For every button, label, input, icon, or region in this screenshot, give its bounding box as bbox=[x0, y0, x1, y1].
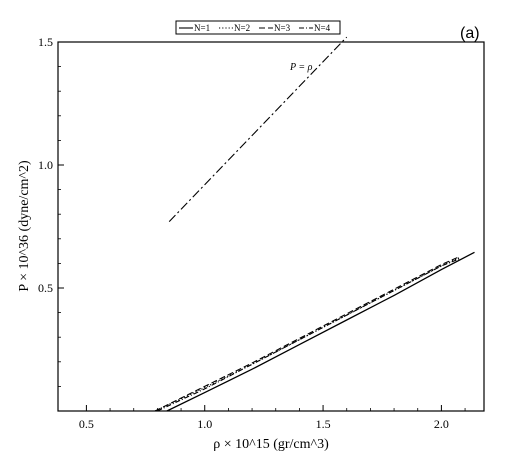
legend: N=1 N=2 N=3 N=4 bbox=[175, 20, 341, 35]
series-line-2 bbox=[154, 256, 461, 412]
series-line-1 bbox=[166, 251, 475, 412]
x-tick-label: 0.5 bbox=[79, 417, 94, 431]
x-tick-label: 2.0 bbox=[434, 417, 449, 431]
x-axis-title: ρ × 10^15 (gr/cm^3) bbox=[213, 437, 329, 452]
legend-box bbox=[175, 20, 341, 35]
x-tick-label: 1.0 bbox=[197, 417, 212, 431]
y-tick-label: 1.0 bbox=[38, 158, 53, 172]
legend-label-4: N=4 bbox=[314, 23, 331, 33]
legend-label-1: N=1 bbox=[194, 23, 210, 33]
x-axis-ticks: 0.5 1.0 1.5 2.0 bbox=[79, 405, 466, 431]
x-tick-label: 1.5 bbox=[316, 417, 331, 431]
series-line-5 bbox=[168, 36, 348, 222]
series-line-3 bbox=[154, 256, 459, 412]
legend-label-3: N=3 bbox=[274, 23, 291, 33]
legend-label-2: N=2 bbox=[234, 23, 250, 33]
series-line-4 bbox=[157, 257, 461, 412]
y-axis-title: P × 10^36 (dyne/cm^2) bbox=[17, 160, 32, 292]
y-tick-label: 1.5 bbox=[38, 35, 53, 49]
y-tick-label: 0.5 bbox=[38, 281, 53, 295]
annotation-p-equals-rho: P = ρ bbox=[289, 62, 313, 73]
plot-frame bbox=[57, 41, 485, 412]
y-axis-ticks: 0.5 1.0 1.5 bbox=[38, 35, 64, 387]
panel-label: (a) bbox=[460, 25, 480, 42]
series-lines bbox=[154, 36, 475, 412]
